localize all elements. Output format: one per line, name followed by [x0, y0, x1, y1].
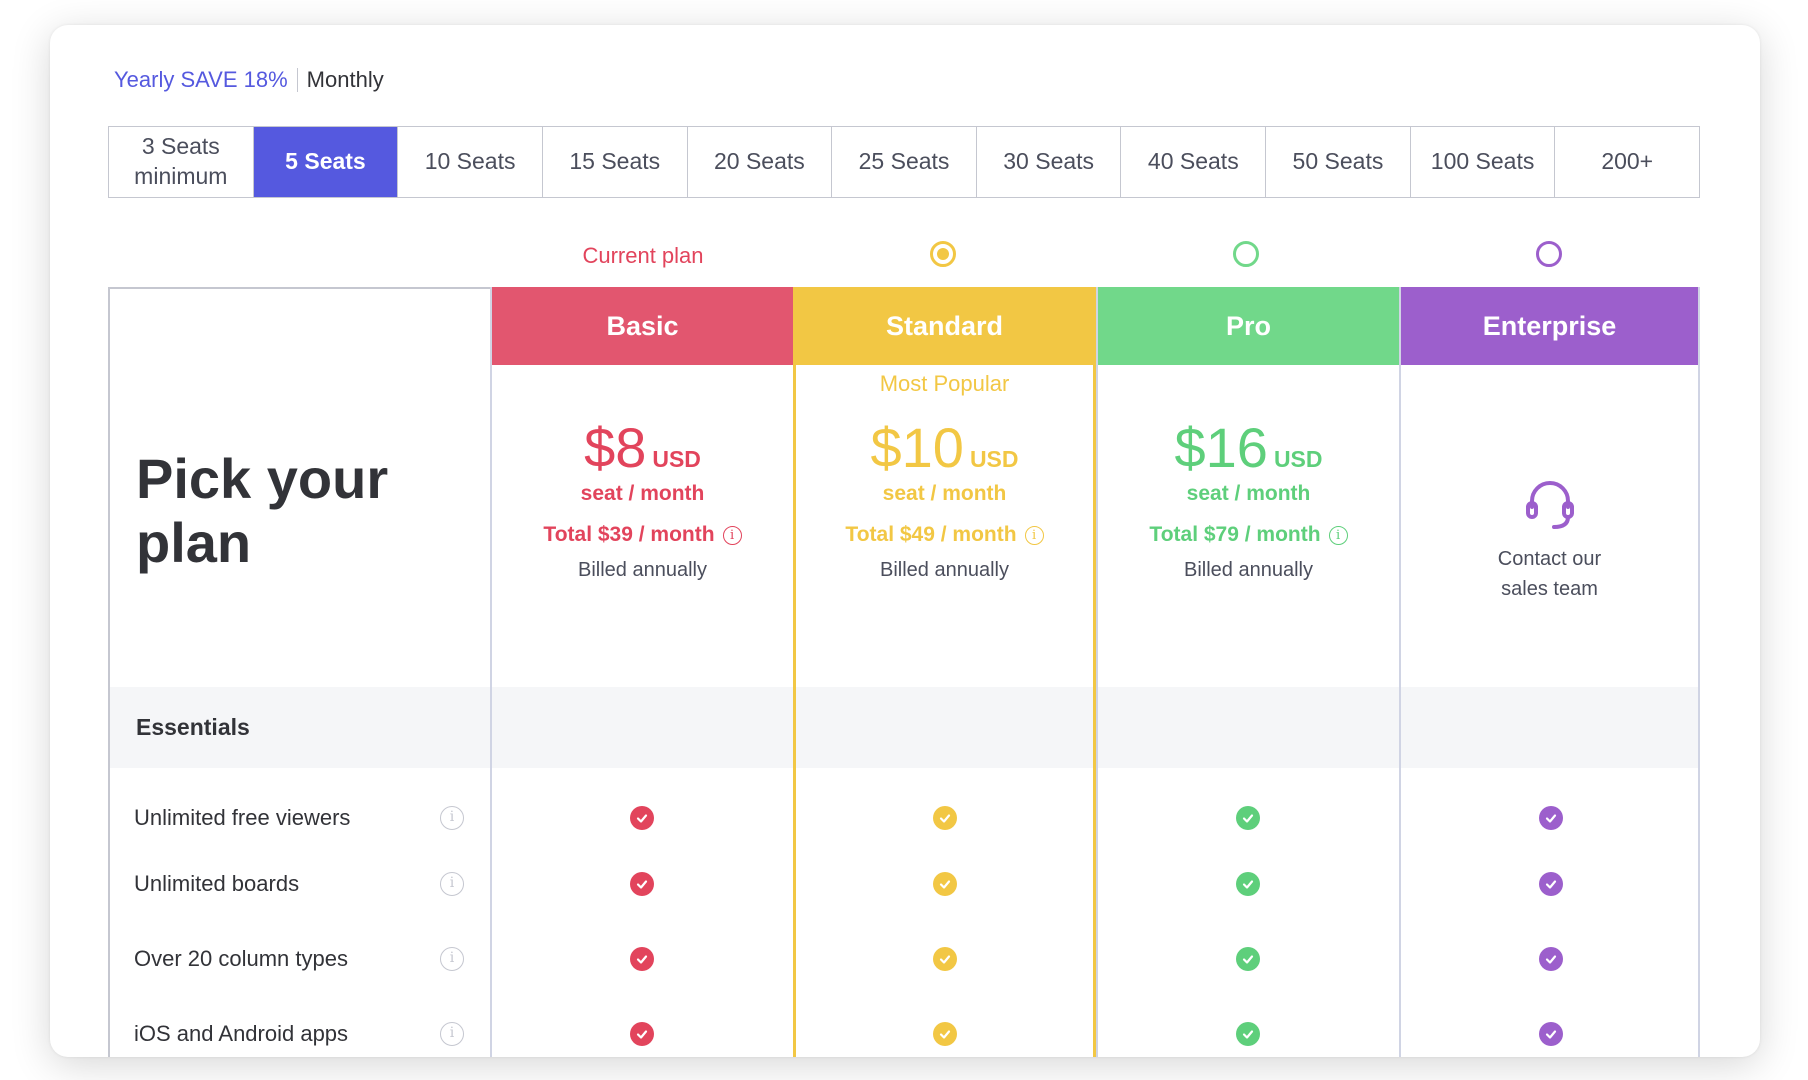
- price-pro: $16 USD: [1098, 415, 1399, 480]
- total-price: Total $39 / month: [543, 523, 715, 546]
- seat-option-30[interactable]: 30 Seats: [977, 127, 1122, 197]
- price-currency: USD: [652, 446, 701, 472]
- seat-option-25[interactable]: 25 Seats: [832, 127, 977, 197]
- seat-option-20[interactable]: 20 Seats: [688, 127, 833, 197]
- plan-column-basic: Basic $8 USD seat / month Total $39 / mo…: [490, 287, 793, 1057]
- plan-column-pro: Pro $16 USD seat / month Total $79 / mon…: [1096, 287, 1399, 1057]
- standard-plan-radio[interactable]: [930, 241, 956, 267]
- seat-option-10[interactable]: 10 Seats: [398, 127, 543, 197]
- check-icon: [1236, 806, 1260, 830]
- feature-label: iOS and Android apps: [134, 1021, 349, 1046]
- check-icon: [1236, 1022, 1260, 1046]
- price-block-pro: $16 USD seat / month: [1098, 415, 1399, 506]
- feature-row: Unlimited free viewers i: [108, 798, 1700, 838]
- info-icon[interactable]: i: [440, 947, 464, 971]
- feature-row: iOS and Android apps i: [108, 1014, 1700, 1054]
- price-amount: $16: [1174, 416, 1268, 479]
- section-title-essentials: Essentials: [136, 714, 250, 740]
- plan-header-pro[interactable]: Pro: [1098, 287, 1399, 365]
- billing-note: Billed annually: [880, 559, 1009, 581]
- info-icon[interactable]: i: [440, 872, 464, 896]
- plan-label-column: Pick your plan Essentials: [108, 287, 490, 1057]
- billing-divider: [296, 68, 298, 92]
- seat-option-15[interactable]: 15 Seats: [543, 127, 688, 197]
- feature-label: Unlimited boards: [134, 871, 300, 896]
- current-plan-label: Current plan: [582, 243, 704, 268]
- check-icon: [1236, 947, 1260, 971]
- feature-label: Unlimited free viewers: [134, 805, 351, 830]
- price-unit: seat / month: [1186, 482, 1311, 505]
- feature-row: Over 20 column types i: [108, 939, 1700, 979]
- check-icon: [1539, 806, 1563, 830]
- price-standard: $10 USD: [796, 415, 1093, 480]
- price-unit: seat / month: [882, 482, 1007, 505]
- price-amount: $10: [870, 416, 964, 479]
- info-icon[interactable]: i: [1328, 525, 1348, 545]
- price-block-standard: $10 USD seat / month: [796, 415, 1093, 506]
- popular-badge: Most Popular: [796, 371, 1093, 397]
- yearly-option[interactable]: Yearly SAVE 18%: [114, 67, 288, 92]
- plan-header-enterprise[interactable]: Enterprise: [1401, 287, 1698, 365]
- total-block-basic: Total $39 / month i Billed annually: [492, 523, 793, 582]
- billing-note: Billed annually: [1184, 559, 1313, 581]
- price-block-basic: $8 USD seat / month: [492, 415, 793, 506]
- billing-toggle: Yearly SAVE 18% Monthly: [114, 67, 384, 93]
- most-popular-label: Most Popular: [879, 371, 1010, 396]
- total-block-standard: Total $49 / month i Billed annually: [796, 523, 1093, 582]
- check-icon: [933, 947, 957, 971]
- price-currency: USD: [1273, 446, 1323, 472]
- check-icon: [933, 872, 957, 896]
- seat-option-50[interactable]: 50 Seats: [1266, 127, 1411, 197]
- info-icon[interactable]: i: [440, 1022, 464, 1046]
- total-price: Total $49 / month: [845, 523, 1017, 546]
- seat-option-3[interactable]: 3 Seats minimum: [109, 127, 254, 197]
- info-icon[interactable]: i: [440, 806, 464, 830]
- price-currency: USD: [969, 446, 1019, 472]
- info-icon[interactable]: i: [722, 525, 742, 545]
- check-icon: [630, 947, 654, 971]
- plan-header-standard[interactable]: Standard: [796, 287, 1093, 365]
- billing-note: Billed annually: [578, 559, 707, 581]
- contact-sales-text[interactable]: Contact our sales team: [1497, 548, 1602, 600]
- seat-option-5[interactable]: 5 Seats: [253, 127, 399, 197]
- contact-block: Contact our sales team: [1401, 477, 1698, 604]
- check-icon: [1539, 872, 1563, 896]
- check-icon: [630, 1022, 654, 1046]
- check-icon: [933, 806, 957, 830]
- check-icon: [630, 872, 654, 896]
- pricing-card: Yearly SAVE 18% Monthly 3 Seats minimum …: [50, 25, 1760, 1057]
- feature-row: Unlimited boards i: [108, 864, 1700, 904]
- price-basic: $8 USD: [492, 415, 793, 480]
- check-icon: [1236, 872, 1260, 896]
- seat-option-40[interactable]: 40 Seats: [1121, 127, 1267, 197]
- price-unit: seat / month: [580, 482, 705, 505]
- page-title: Pick your plan: [136, 447, 389, 574]
- essentials-section-band: [108, 687, 1700, 768]
- seat-selector: 3 Seats minimum 5 Seats 10 Seats 15 Seat…: [108, 126, 1700, 198]
- info-icon[interactable]: i: [1024, 525, 1044, 545]
- total-block-pro: Total $79 / month i Billed annually: [1098, 523, 1399, 582]
- check-icon: [1539, 947, 1563, 971]
- plan-header-basic[interactable]: Basic: [492, 287, 793, 365]
- feature-label: Over 20 column types: [134, 946, 348, 971]
- pro-plan-radio[interactable]: [1233, 241, 1259, 267]
- plan-column-enterprise: Enterprise Contact our sales team: [1399, 287, 1700, 1057]
- seat-option-100[interactable]: 100 Seats: [1411, 127, 1556, 197]
- enterprise-plan-radio[interactable]: [1536, 241, 1562, 267]
- price-amount: $8: [584, 416, 647, 479]
- plan-column-standard: Standard Most Popular $10 USD seat / mon…: [793, 287, 1096, 1057]
- check-icon: [630, 806, 654, 830]
- headset-icon: [1525, 481, 1574, 529]
- monthly-option[interactable]: Monthly: [306, 67, 384, 92]
- seat-option-200-plus[interactable]: 200+: [1601, 148, 1654, 175]
- total-price: Total $79 / month: [1149, 523, 1321, 546]
- check-icon: [933, 1022, 957, 1046]
- check-icon: [1539, 1022, 1563, 1046]
- plan-table: Pick your plan Essentials Basic $8 USD s…: [108, 287, 1700, 1057]
